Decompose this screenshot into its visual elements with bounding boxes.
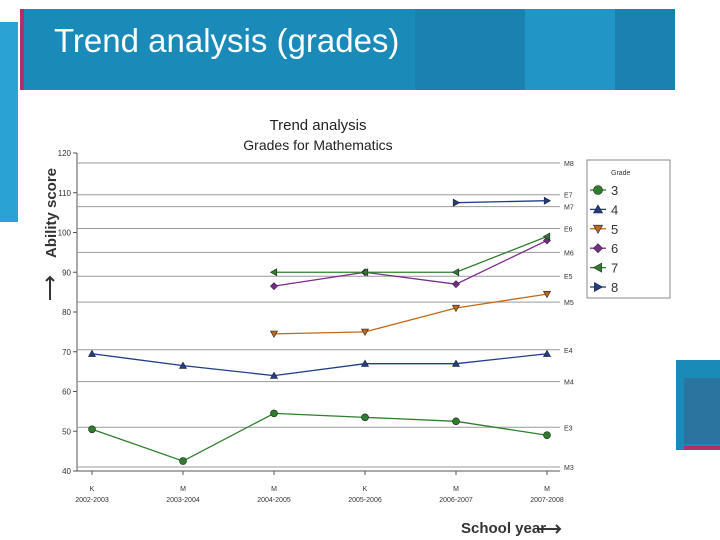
x-tick-mark-label: M: [271, 486, 277, 493]
data-point-grade-4: [542, 349, 552, 357]
x-axis-title: School year: [461, 520, 546, 537]
reference-line-label: E7: [564, 193, 573, 200]
data-point-grade-4: [178, 361, 188, 369]
series-line-grade-6: [273, 239, 548, 287]
series-line-grade-4: [91, 353, 548, 377]
data-point-grade-3: [179, 457, 187, 465]
legend-marker-grade-7: [592, 262, 602, 273]
data-point-grade-3: [270, 409, 278, 418]
slide-title: Trend analysis (grades): [54, 22, 400, 59]
y-axis-title: Ability score: [43, 168, 60, 258]
x-tick-mark-label: M: [544, 486, 550, 493]
legend-title: Grade: [611, 170, 631, 177]
legend-label: 4: [611, 202, 618, 217]
data-point-grade-4: [87, 349, 97, 357]
legend-marker-grade-6: [593, 243, 603, 254]
x-axis-arrow-icon: [537, 524, 562, 534]
legend-label: 3: [611, 183, 618, 198]
legend-label: 7: [611, 261, 618, 276]
banner-accent-stripe: [20, 9, 24, 90]
data-point-grade-7: [451, 268, 460, 277]
x-tick-label: 2005-2006: [348, 497, 382, 504]
x-tick-label: 2006-2007: [439, 497, 473, 504]
right-decoration-inner: [684, 378, 720, 444]
reference-line-label: E6: [564, 227, 573, 234]
data-point-grade-6: [452, 280, 460, 289]
banner-highlight: [525, 9, 615, 90]
data-point-grade-3: [361, 413, 369, 422]
data-point-grade-7: [360, 268, 369, 277]
reference-line-label: M5: [564, 300, 574, 307]
reference-line-label: M3: [564, 465, 574, 472]
reference-line-label: M8: [564, 161, 574, 168]
legend-marker-grade-4: [592, 204, 604, 214]
x-tick-label: 2002-2003: [75, 497, 109, 504]
left-decoration: [0, 22, 18, 222]
legend-label: 5: [611, 222, 618, 237]
data-point-grade-7: [542, 232, 551, 241]
x-tick-label: 2004-2005: [257, 497, 291, 504]
legend-label: 8: [611, 280, 618, 295]
x-tick-label: 2007-2008: [530, 497, 564, 504]
reference-line-label: M4: [564, 380, 574, 387]
chart-subtitle: Grades for Mathematics: [243, 137, 392, 153]
series-line-grade-7: [274, 235, 548, 273]
reference-line-label: E5: [564, 274, 573, 281]
data-point-grade-6: [270, 282, 278, 291]
data-point-grade-5: [542, 291, 552, 299]
legend-label: 6: [611, 241, 618, 256]
y-axis-arrow-icon: [45, 275, 55, 300]
series-line-grade-3: [91, 412, 548, 462]
x-tick-mark-label: K: [90, 486, 95, 493]
y-tick-label: 100: [58, 229, 72, 238]
data-point-grade-5: [360, 328, 370, 336]
x-tick-label: 2003-2004: [166, 497, 200, 504]
y-tick-label: 120: [58, 149, 72, 158]
y-tick-label: 70: [62, 348, 71, 357]
data-point-grade-4: [451, 359, 461, 367]
y-tick-label: 60: [62, 388, 71, 397]
reference-line-label: E3: [564, 425, 573, 432]
x-tick-mark-label: M: [180, 486, 186, 493]
legend-marker-grade-5: [592, 224, 604, 234]
right-accent-stripe: [684, 446, 720, 450]
legend-marker-grade-3: [593, 185, 603, 195]
data-point-grade-5: [451, 304, 461, 313]
series-line-grade-8: [455, 200, 548, 204]
chart-title: Trend analysis: [270, 117, 367, 134]
y-tick-label: 80: [62, 308, 71, 317]
y-tick-label: 40: [62, 467, 71, 476]
x-tick-mark-label: M: [453, 486, 459, 493]
data-point-grade-3: [88, 425, 96, 434]
data-point-grade-4: [360, 359, 370, 367]
legend-marker-grade-8: [594, 281, 604, 293]
data-point-grade-3: [452, 417, 460, 426]
reference-line-label: E4: [564, 348, 573, 355]
reference-line-label: M7: [564, 205, 574, 212]
y-tick-label: 110: [58, 189, 71, 198]
data-point-grade-8: [452, 198, 461, 207]
reference-line-label: M6: [564, 250, 574, 257]
data-point-grade-5: [269, 330, 279, 338]
data-point-grade-3: [543, 431, 551, 440]
y-tick-label: 90: [62, 268, 71, 277]
data-point-grade-7: [269, 268, 278, 277]
data-point-grade-8: [543, 196, 552, 205]
series-line-grade-5: [273, 293, 548, 335]
title-banner: [20, 9, 675, 90]
data-point-grade-4: [269, 371, 279, 379]
x-tick-mark-label: K: [363, 486, 368, 493]
y-tick-label: 50: [62, 427, 71, 436]
